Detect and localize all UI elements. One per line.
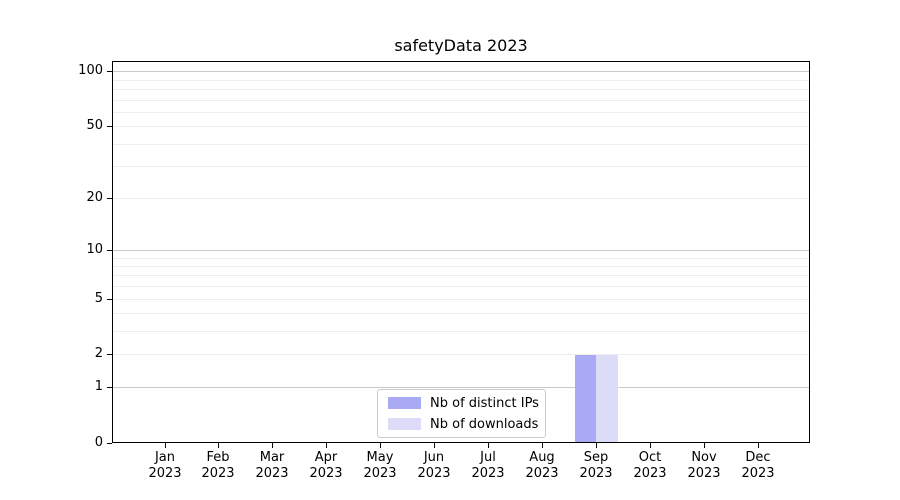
- y-tick-label: 1: [94, 379, 103, 394]
- x-tick-line: Feb: [206, 450, 230, 465]
- x-tick-label: Apr 2023: [296, 450, 356, 481]
- x-tick-label: Sep 2023: [566, 450, 626, 481]
- x-tick-line: Nov: [691, 450, 717, 465]
- x-tick-label: Jul 2023: [458, 450, 518, 481]
- x-tick-mark: [758, 443, 759, 448]
- gridline-minor: [112, 286, 810, 287]
- x-tick-line: 2023: [255, 465, 289, 481]
- y-tick-label: 2: [94, 346, 103, 361]
- x-tick-line: 2023: [633, 465, 667, 481]
- gridline-minor: [112, 258, 810, 259]
- y-tick-label: 0: [94, 435, 103, 450]
- gridline-minor: [112, 166, 810, 167]
- y-tick-label: 20: [86, 190, 103, 205]
- x-tick-line: 2023: [309, 465, 343, 481]
- x-tick-mark: [542, 443, 543, 448]
- x-tick-line: 2023: [201, 465, 235, 481]
- chart-title: safetyData 2023: [394, 36, 528, 55]
- gridline-minor: [112, 198, 810, 199]
- legend: Nb of distinct IPs Nb of downloads: [377, 389, 546, 438]
- bar-downloads: [596, 354, 618, 443]
- legend-label-distinct-ips: Nb of distinct IPs: [430, 395, 539, 411]
- x-tick-line: Aug: [529, 450, 555, 465]
- gridline-minor: [112, 313, 810, 314]
- y-tick-label: 10: [86, 242, 103, 257]
- gridline-minor: [112, 126, 810, 127]
- x-tick-label: Jan 2023: [135, 450, 195, 481]
- legend-item-downloads: Nb of downloads: [388, 416, 539, 432]
- gridline-minor: [112, 331, 810, 332]
- x-tick-line: 2023: [471, 465, 505, 481]
- x-tick-line: Jun: [423, 450, 445, 465]
- gridline-minor: [112, 144, 810, 145]
- x-tick-mark: [596, 443, 597, 448]
- x-tick-line: Jan: [154, 450, 176, 465]
- gridline-major: [112, 387, 810, 388]
- x-tick-label: Nov 2023: [674, 450, 734, 481]
- gridline-minor: [112, 89, 810, 90]
- gridline-minor: [112, 299, 810, 300]
- x-tick-line: May: [366, 450, 394, 465]
- legend-item-distinct-ips: Nb of distinct IPs: [388, 396, 539, 411]
- y-tick-mark: [107, 126, 112, 127]
- x-tick-mark: [272, 443, 273, 448]
- x-tick-mark: [704, 443, 705, 448]
- gridline-major: [112, 71, 810, 72]
- x-tick-label: Aug 2023: [512, 450, 572, 481]
- y-tick-label: 100: [78, 63, 103, 78]
- gridline-minor: [112, 275, 810, 276]
- x-tick-line: Apr: [314, 450, 338, 465]
- x-tick-mark: [434, 443, 435, 448]
- x-tick-label: Dec 2023: [728, 450, 788, 481]
- x-tick-mark: [165, 443, 166, 448]
- x-tick-line: 2023: [148, 465, 182, 481]
- x-tick-line: Mar: [259, 450, 285, 465]
- y-tick-label: 50: [86, 118, 103, 133]
- legend-label-downloads: Nb of downloads: [430, 416, 539, 432]
- x-tick-line: Dec: [745, 450, 771, 465]
- x-tick-mark: [326, 443, 327, 448]
- x-tick-mark: [488, 443, 489, 448]
- y-tick-mark: [107, 250, 112, 251]
- x-tick-mark: [650, 443, 651, 448]
- gridline-minor: [112, 354, 810, 355]
- x-tick-line: Oct: [638, 450, 662, 465]
- gridline-major: [112, 250, 810, 251]
- y-tick-label: 5: [94, 291, 103, 306]
- x-tick-line: 2023: [417, 465, 451, 481]
- gridline-minor: [112, 100, 810, 101]
- x-tick-line: 2023: [579, 465, 613, 481]
- x-tick-line: Jul: [480, 450, 496, 465]
- y-tick-mark: [107, 71, 112, 72]
- x-tick-label: Mar 2023: [242, 450, 302, 481]
- gridline-minor: [112, 266, 810, 267]
- x-tick-label: Feb 2023: [188, 450, 248, 481]
- x-tick-line: 2023: [741, 465, 775, 481]
- x-tick-line: 2023: [687, 465, 721, 481]
- x-tick-line: Sep: [583, 450, 609, 465]
- legend-swatch-downloads: [388, 418, 421, 430]
- x-tick-line: 2023: [525, 465, 559, 481]
- gridline-minor: [112, 80, 810, 81]
- x-tick-mark: [380, 443, 381, 448]
- x-tick-label: Jun 2023: [404, 450, 464, 481]
- y-tick-mark: [107, 387, 112, 388]
- y-tick-mark: [107, 299, 112, 300]
- gridline-minor: [112, 112, 810, 113]
- x-tick-label: May 2023: [350, 450, 410, 481]
- y-tick-mark: [107, 354, 112, 355]
- x-tick-mark: [218, 443, 219, 448]
- bar-distinct-ips: [574, 354, 597, 443]
- y-tick-mark: [107, 443, 112, 444]
- x-tick-label: Oct 2023: [620, 450, 680, 481]
- legend-swatch-distinct-ips: [388, 397, 421, 409]
- x-tick-line: 2023: [363, 465, 397, 481]
- y-tick-mark: [107, 198, 112, 199]
